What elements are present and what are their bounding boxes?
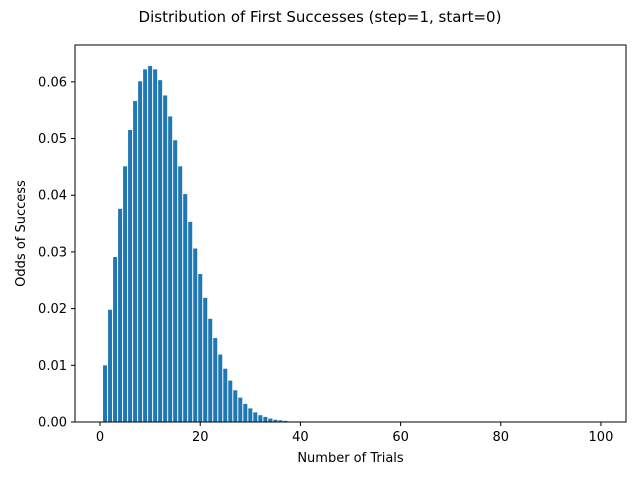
bar bbox=[203, 297, 208, 422]
bar bbox=[183, 194, 188, 422]
bar bbox=[218, 354, 223, 422]
bar bbox=[168, 116, 173, 422]
bar bbox=[263, 416, 268, 422]
bar bbox=[133, 101, 138, 422]
y-axis-ticks: 0.00 0.01 0.02 0.03 0.04 0.05 0.06 bbox=[38, 75, 75, 431]
bar bbox=[198, 274, 203, 422]
y-tick-label: 0.00 bbox=[38, 416, 67, 431]
y-tick-label: 0.05 bbox=[38, 132, 67, 147]
bar bbox=[283, 420, 288, 422]
bar bbox=[128, 130, 133, 422]
bar bbox=[228, 380, 233, 422]
x-tick-label: 80 bbox=[492, 430, 509, 445]
bar bbox=[153, 69, 158, 422]
bar bbox=[113, 257, 118, 422]
bar bbox=[178, 166, 183, 422]
x-tick-label: 20 bbox=[192, 430, 209, 445]
bar bbox=[258, 415, 263, 422]
bar bbox=[213, 338, 218, 422]
bar bbox=[158, 80, 163, 423]
y-tick-label: 0.02 bbox=[38, 302, 67, 317]
axes-frame bbox=[74, 44, 627, 423]
bar bbox=[123, 166, 128, 422]
bar bbox=[238, 397, 243, 422]
x-tick-label: 100 bbox=[589, 430, 614, 445]
bars-group bbox=[103, 65, 303, 423]
x-axis-label: Number of Trials bbox=[297, 451, 404, 466]
bar bbox=[193, 248, 198, 422]
x-axis-ticks: 0 20 40 60 80 100 bbox=[96, 422, 613, 445]
bar bbox=[148, 65, 153, 422]
bar bbox=[273, 419, 278, 422]
bar bbox=[188, 221, 193, 422]
bar bbox=[103, 365, 108, 422]
x-tick-label: 40 bbox=[292, 430, 309, 445]
bar bbox=[173, 140, 178, 422]
bar bbox=[163, 95, 168, 423]
bar bbox=[223, 368, 228, 422]
bar bbox=[108, 309, 113, 422]
y-tick-label: 0.06 bbox=[38, 75, 67, 90]
x-tick-label: 0 bbox=[96, 430, 104, 445]
y-tick-label: 0.03 bbox=[38, 245, 67, 260]
bar bbox=[208, 318, 213, 422]
bar bbox=[253, 412, 258, 422]
chart-title: Distribution of First Successes (step=1,… bbox=[139, 8, 502, 26]
bar bbox=[243, 403, 248, 422]
bar bbox=[268, 418, 273, 422]
bar bbox=[233, 390, 238, 422]
bar bbox=[138, 81, 143, 422]
x-tick-label: 60 bbox=[392, 430, 409, 445]
bar bbox=[118, 208, 123, 422]
bar bbox=[278, 420, 283, 422]
y-tick-label: 0.04 bbox=[38, 189, 67, 204]
y-axis-label: Odds of Success bbox=[14, 180, 29, 287]
bar bbox=[248, 408, 253, 422]
y-tick-label: 0.01 bbox=[38, 359, 67, 374]
bar bbox=[143, 69, 148, 422]
